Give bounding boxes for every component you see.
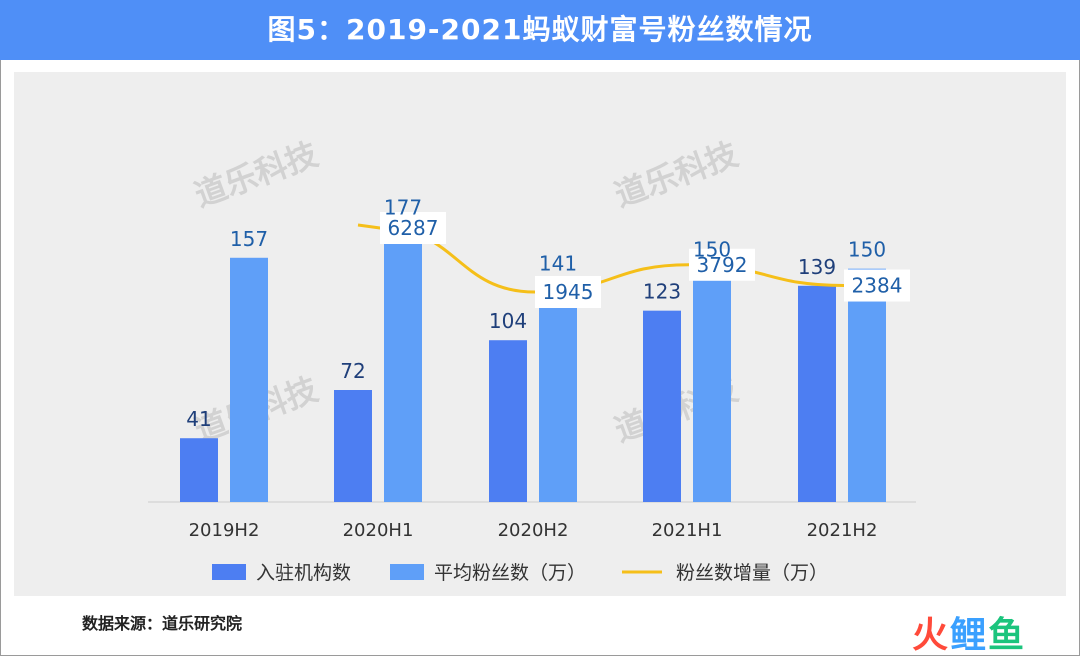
data-label-institutions: 123 <box>643 280 681 304</box>
x-tick-label: 2020H2 <box>498 520 569 541</box>
data-label-fan-increase: 6287 <box>388 216 439 240</box>
data-label-institutions: 41 <box>186 407 211 431</box>
data-label-institutions: 139 <box>798 255 836 279</box>
brand-char: 火 <box>912 615 951 656</box>
bar-avg-fans <box>539 282 577 502</box>
source-note: 数据来源：道乐研究院 <box>82 614 243 633</box>
legend-label-institutions: 入驻机构数 <box>256 562 351 584</box>
x-tick-label: 2021H1 <box>652 520 723 541</box>
figure-title: 图5：2019-2021蚂蚁财富号粉丝数情况 <box>0 0 1080 60</box>
x-tick-label: 2019H2 <box>189 520 260 541</box>
bar-avg-fans <box>384 226 422 502</box>
data-label-institutions: 72 <box>340 359 365 383</box>
data-label-avg-fans: 141 <box>539 252 577 276</box>
data-label-avg-fans: 150 <box>848 238 886 262</box>
watermark-text: 道乐科技 <box>190 135 323 214</box>
bar-avg-fans <box>693 268 731 502</box>
bar-avg-fans <box>848 268 886 502</box>
bar-institutions <box>489 340 527 502</box>
bar-institutions <box>180 438 218 502</box>
line-label-box <box>689 248 755 281</box>
data-label-avg-fans: 150 <box>693 238 731 262</box>
legend-label-fan-increase: 粉丝数增量（万） <box>676 562 828 584</box>
data-label-fan-increase: 1945 <box>543 280 594 304</box>
brand-logo: 火鲤鱼 <box>912 606 1026 658</box>
data-label-avg-fans: 177 <box>384 196 422 220</box>
data-label-institutions: 104 <box>489 309 527 333</box>
legend-label-avg-fans: 平均粉丝数（万） <box>434 562 586 584</box>
bar-institutions <box>798 285 836 502</box>
x-tick-label: 2021H2 <box>807 520 878 541</box>
data-label-avg-fans: 157 <box>230 227 268 251</box>
bar-institutions <box>643 310 681 502</box>
legend-swatch-avg-fans <box>390 564 424 580</box>
brand-char: 鲤 <box>950 615 989 656</box>
watermark-text: 道乐科技 <box>610 135 743 214</box>
data-label-fan-increase: 2384 <box>852 274 903 298</box>
legend-swatch-institutions <box>212 564 246 580</box>
x-tick-label: 2020H1 <box>343 520 414 541</box>
line-label-box <box>380 212 446 244</box>
line-label-box <box>535 276 601 308</box>
data-label-fan-increase: 3792 <box>697 253 748 277</box>
line-label-box <box>844 269 910 302</box>
brand-char: 鱼 <box>988 615 1027 656</box>
bar-institutions <box>334 390 372 502</box>
bar-avg-fans <box>230 257 268 502</box>
series-line-fan-increase <box>357 223 845 294</box>
